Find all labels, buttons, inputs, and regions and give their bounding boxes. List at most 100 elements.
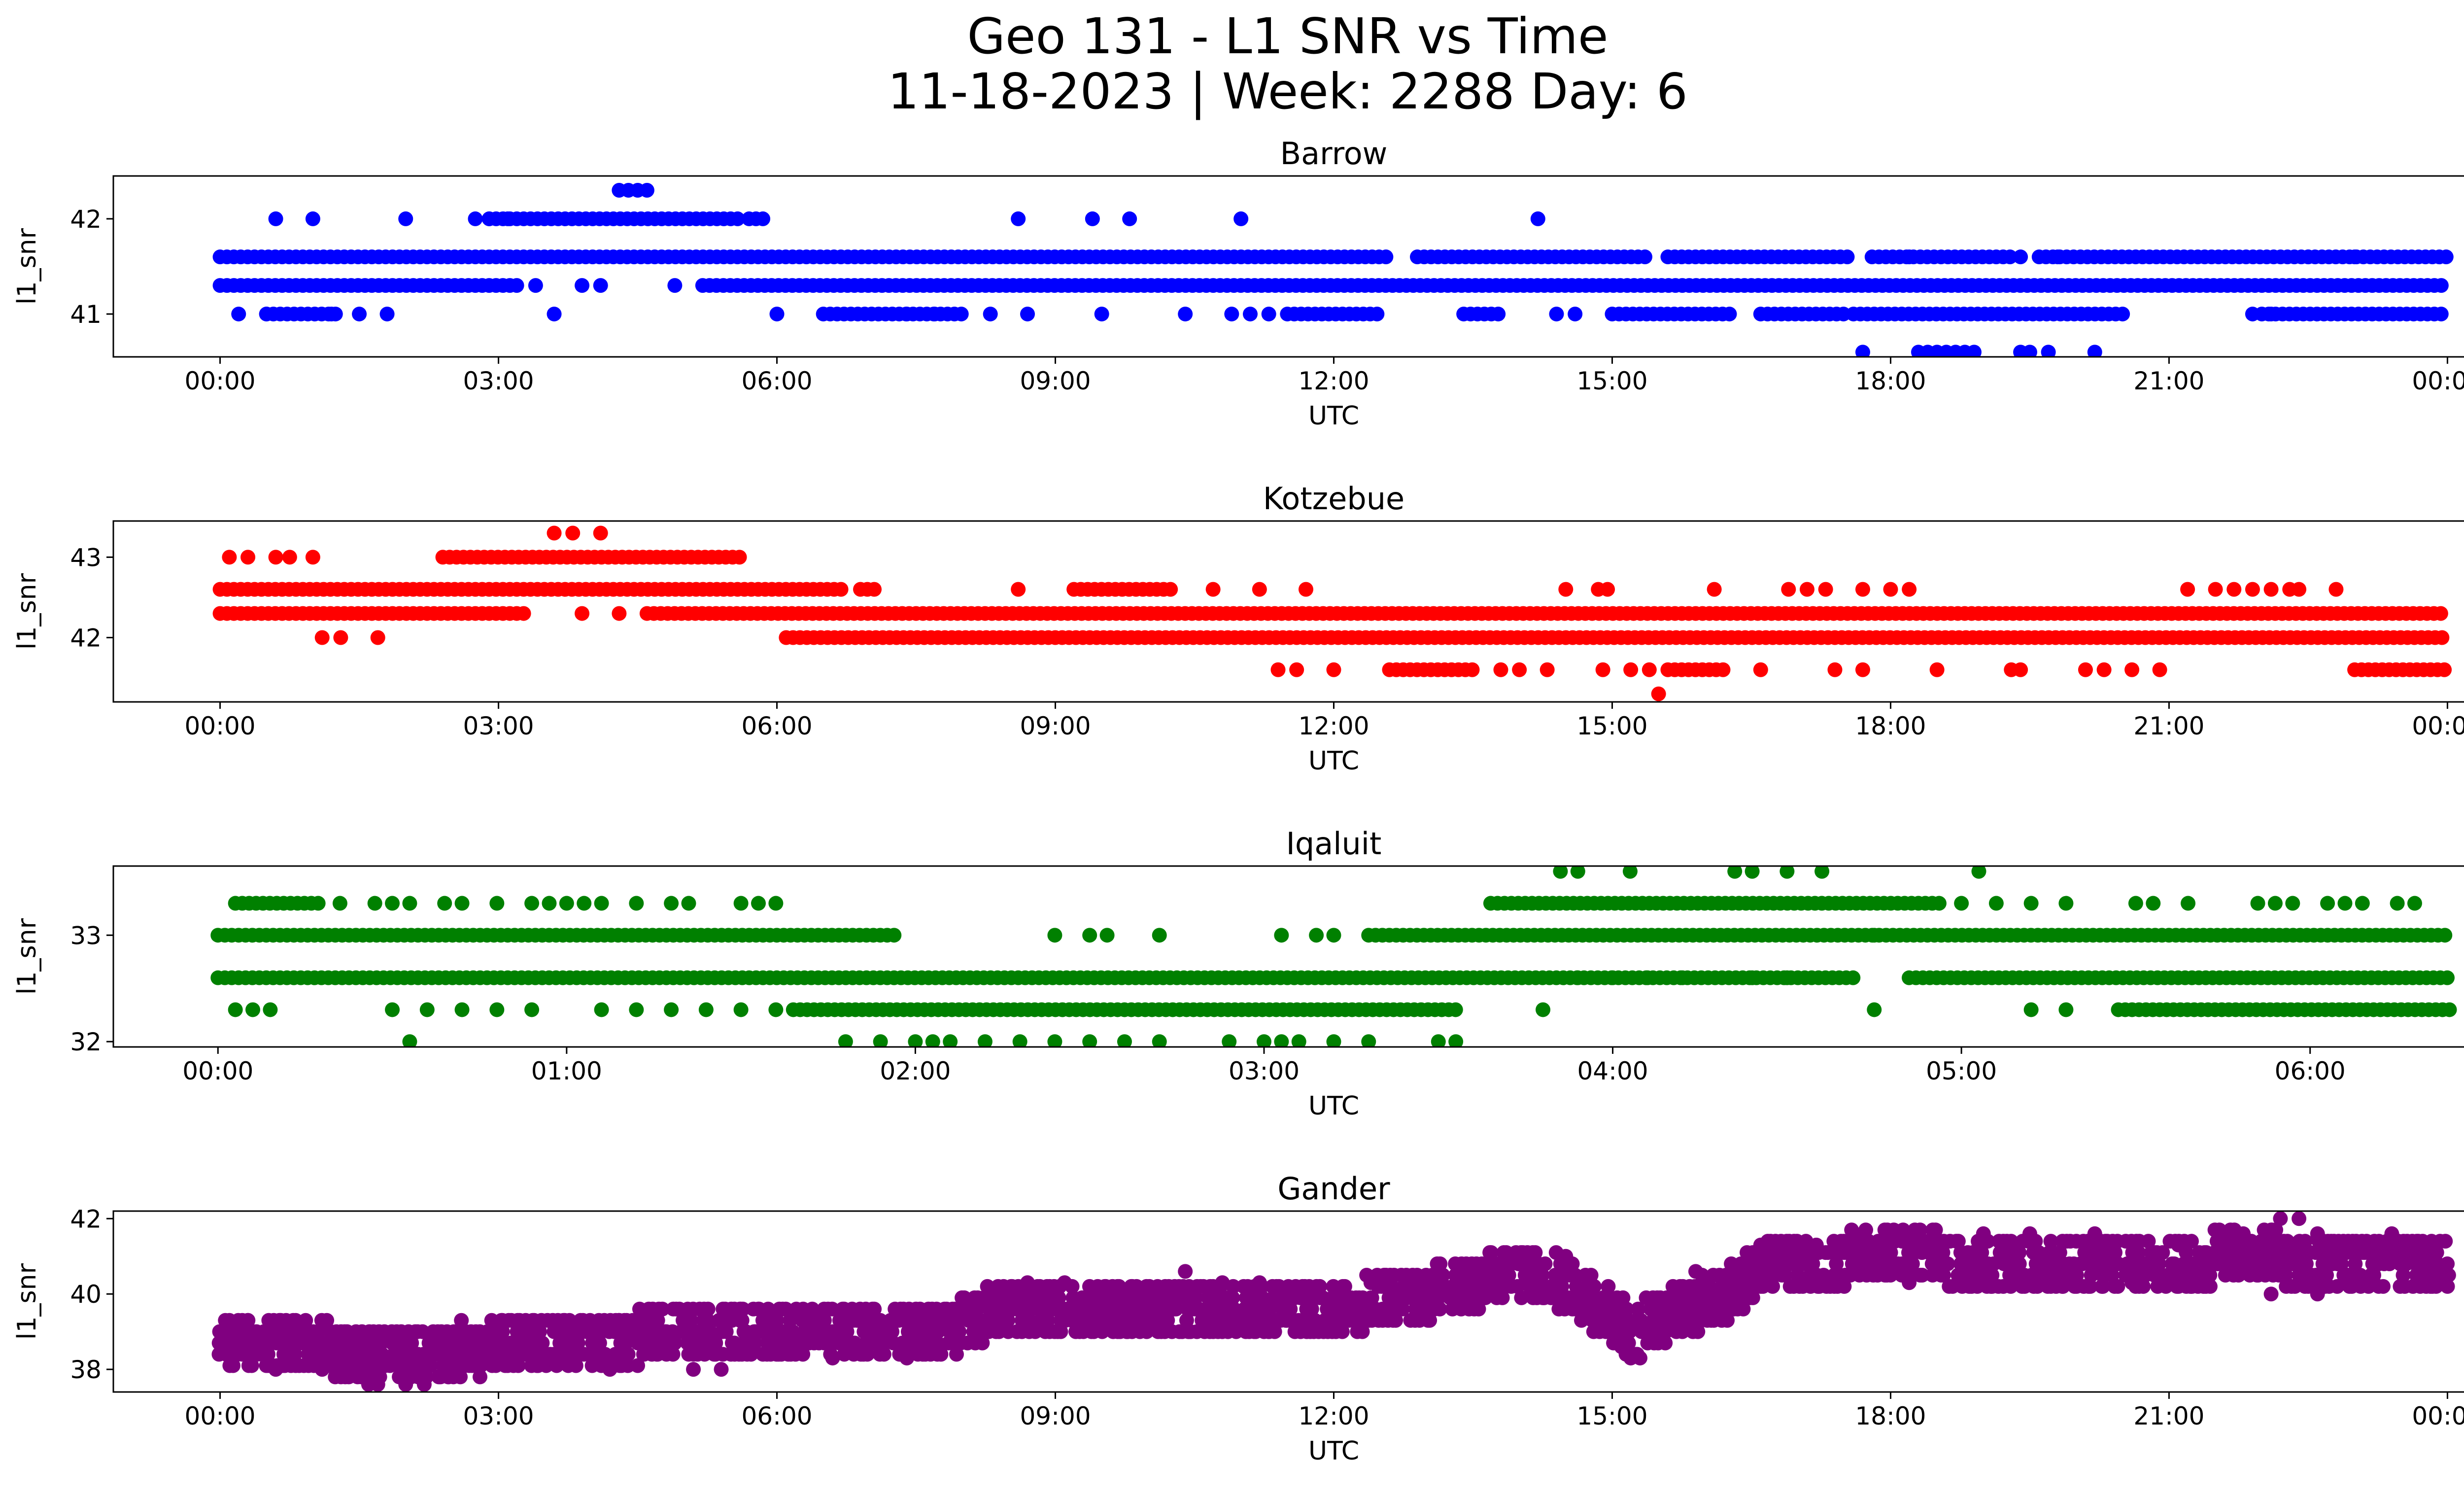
data-point (2300, 249, 2316, 265)
subplot-title: Kotzebue (1263, 481, 1404, 517)
data-point (867, 582, 882, 597)
data-point (983, 307, 998, 322)
data-point (847, 1335, 862, 1351)
x-tick-label: 15:00 (1576, 1402, 1647, 1430)
data-point (1570, 970, 1585, 985)
data-point (2146, 896, 2161, 911)
x-axis-label: UTC (1308, 1436, 1359, 1466)
data-point (568, 1358, 583, 1373)
data-point (1152, 928, 1167, 943)
data-point (686, 1362, 701, 1377)
data-point (228, 1002, 243, 1017)
y-axis-label: l1_snr (12, 573, 42, 650)
data-point (1574, 1313, 1589, 1328)
data-point (305, 211, 320, 226)
data-point (593, 525, 608, 541)
data-point (454, 1002, 470, 1017)
data-point (1274, 928, 1289, 943)
data-point (1753, 1237, 1768, 1252)
data-point (639, 182, 654, 198)
data-point (966, 1324, 981, 1339)
data-point (528, 278, 543, 293)
data-point (1658, 1335, 1673, 1351)
data-point (1883, 582, 1898, 597)
data-point (2268, 1222, 2284, 1238)
data-point (1188, 1290, 1203, 1305)
data-point (1720, 1313, 1735, 1328)
data-point (220, 1335, 236, 1351)
data-point (1512, 1249, 1527, 1264)
data-point (2212, 1222, 2227, 1238)
data-point (943, 1034, 958, 1047)
data-point (1844, 1222, 1859, 1238)
data-point (1012, 1034, 1027, 1047)
data-point (2124, 662, 2140, 677)
data-point (1974, 1245, 1989, 1260)
data-point (2108, 1245, 2123, 1260)
y-tick-label: 43 (70, 543, 102, 572)
data-point (860, 1347, 875, 1362)
data-point (702, 1324, 718, 1339)
data-point (908, 1034, 923, 1047)
data-point (2440, 1256, 2455, 1272)
data-point (1053, 1324, 1068, 1339)
data-point (1632, 1351, 1647, 1366)
data-point (1549, 307, 1564, 322)
data-point (1363, 1275, 1378, 1290)
scatter-series (211, 1211, 2456, 1392)
data-point (1252, 1275, 1267, 1290)
data-point (2375, 1279, 2391, 1294)
data-point (1267, 1324, 1282, 1339)
x-axis-label: UTC (1308, 746, 1359, 776)
data-point (1448, 1002, 1463, 1017)
data-point (2030, 1279, 2045, 1294)
data-point (2095, 1279, 2111, 1294)
x-tick-label: 03:00 (463, 1402, 534, 1430)
data-point (1867, 928, 1882, 943)
data-point (1902, 249, 1917, 265)
data-point (1745, 866, 1760, 879)
data-point (2442, 1002, 2457, 1017)
data-point (535, 1335, 550, 1351)
data-point (838, 1034, 853, 1047)
data-point (2128, 896, 2143, 911)
data-point (2131, 1245, 2146, 1260)
data-point (524, 1002, 540, 1017)
data-point (268, 1362, 283, 1377)
data-point (454, 896, 470, 911)
y-tick-label: 40 (70, 1280, 102, 1309)
y-tick-label: 38 (70, 1356, 102, 1384)
data-point (785, 1324, 800, 1339)
data-point (1799, 582, 1814, 597)
data-point (1291, 1034, 1306, 1047)
data-point (1483, 1245, 1499, 1260)
data-point (402, 1358, 417, 1373)
data-point (565, 525, 581, 541)
data-point (1854, 1256, 1870, 1272)
data-point (899, 1351, 915, 1366)
data-point (954, 307, 969, 322)
data-point (570, 1335, 585, 1351)
data-point (930, 1324, 946, 1339)
data-point (2083, 1279, 2098, 1294)
data-point (2382, 1256, 2397, 1272)
data-point (260, 1347, 275, 1362)
data-point (1929, 662, 1945, 677)
data-point (1554, 1279, 1570, 1294)
data-point (969, 1301, 985, 1317)
data-point (495, 1324, 510, 1339)
data-point (1384, 1279, 1400, 1294)
data-point (1448, 1034, 1464, 1047)
data-point (2250, 896, 2265, 911)
data-point (222, 550, 237, 565)
data-point (1954, 896, 1969, 911)
data-point (225, 1358, 240, 1373)
data-point (1335, 1324, 1350, 1339)
data-point (2440, 1279, 2455, 1294)
data-point (2202, 1267, 2218, 1283)
data-point (516, 606, 531, 621)
data-point (539, 1358, 554, 1373)
data-point (1642, 662, 1657, 677)
y-tick-label: 42 (70, 205, 102, 234)
